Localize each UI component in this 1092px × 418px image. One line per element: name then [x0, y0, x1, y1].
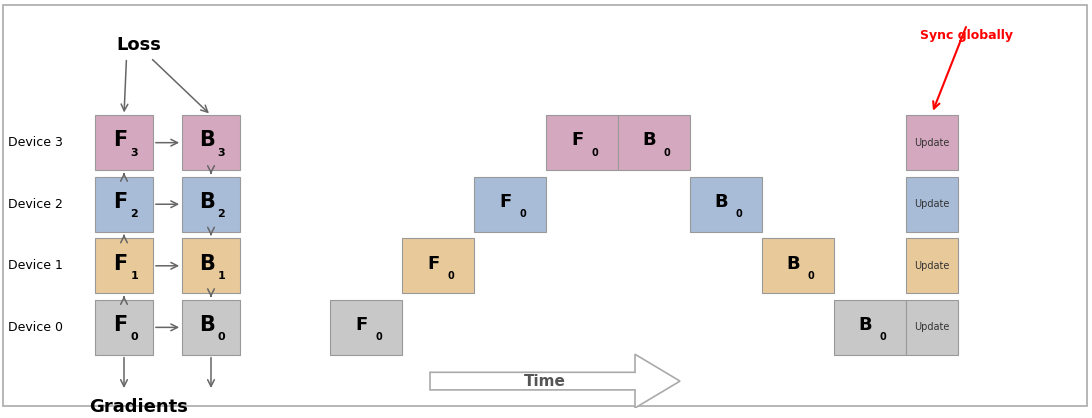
Text: B: B	[787, 255, 800, 273]
Text: Sync globally: Sync globally	[921, 29, 1013, 42]
Text: B: B	[200, 192, 215, 212]
Text: F: F	[499, 193, 512, 211]
Text: 0: 0	[736, 209, 743, 219]
FancyBboxPatch shape	[618, 115, 690, 170]
FancyBboxPatch shape	[906, 115, 958, 170]
Text: Update: Update	[914, 138, 950, 148]
Text: Device 2: Device 2	[8, 198, 63, 211]
Text: F: F	[114, 192, 128, 212]
FancyBboxPatch shape	[906, 177, 958, 232]
Text: 0: 0	[131, 332, 139, 342]
Text: F: F	[571, 132, 584, 150]
Text: 1: 1	[131, 270, 139, 280]
Text: Device 3: Device 3	[8, 136, 63, 149]
Text: 0: 0	[879, 332, 887, 342]
Text: Update: Update	[914, 199, 950, 209]
Text: Loss: Loss	[116, 36, 161, 54]
FancyBboxPatch shape	[95, 115, 153, 170]
FancyBboxPatch shape	[182, 115, 240, 170]
Text: B: B	[643, 132, 656, 150]
FancyBboxPatch shape	[95, 300, 153, 355]
Text: B: B	[200, 130, 215, 150]
Text: 3: 3	[131, 148, 139, 158]
FancyBboxPatch shape	[762, 238, 834, 293]
Text: F: F	[114, 315, 128, 335]
FancyBboxPatch shape	[546, 115, 618, 170]
FancyBboxPatch shape	[95, 238, 153, 293]
Polygon shape	[430, 354, 680, 408]
Text: F: F	[114, 130, 128, 150]
FancyBboxPatch shape	[182, 238, 240, 293]
Text: F: F	[356, 316, 368, 334]
Text: B: B	[200, 254, 215, 274]
Text: Device 0: Device 0	[8, 321, 63, 334]
Text: 0: 0	[217, 332, 225, 342]
Text: Update: Update	[914, 322, 950, 332]
Text: Update: Update	[914, 261, 950, 271]
Text: 0: 0	[808, 270, 815, 280]
Text: Device 1: Device 1	[8, 259, 63, 272]
FancyBboxPatch shape	[402, 238, 474, 293]
Text: Gradients: Gradients	[90, 398, 188, 416]
Text: 0: 0	[592, 148, 598, 158]
Text: 1: 1	[217, 270, 225, 280]
Text: 0: 0	[520, 209, 526, 219]
Text: B: B	[859, 316, 873, 334]
Text: F: F	[114, 254, 128, 274]
Text: 0: 0	[376, 332, 382, 342]
FancyBboxPatch shape	[182, 300, 240, 355]
Text: B: B	[715, 193, 728, 211]
Text: 3: 3	[217, 148, 225, 158]
FancyBboxPatch shape	[182, 177, 240, 232]
FancyBboxPatch shape	[95, 177, 153, 232]
FancyBboxPatch shape	[834, 300, 906, 355]
Text: 2: 2	[217, 209, 225, 219]
FancyBboxPatch shape	[330, 300, 402, 355]
Text: 0: 0	[664, 148, 670, 158]
FancyBboxPatch shape	[690, 177, 762, 232]
Text: B: B	[200, 315, 215, 335]
Text: F: F	[428, 255, 440, 273]
Text: Time: Time	[524, 374, 566, 389]
Text: 2: 2	[131, 209, 139, 219]
FancyBboxPatch shape	[906, 300, 958, 355]
Text: 0: 0	[448, 270, 454, 280]
FancyBboxPatch shape	[474, 177, 546, 232]
FancyBboxPatch shape	[906, 238, 958, 293]
